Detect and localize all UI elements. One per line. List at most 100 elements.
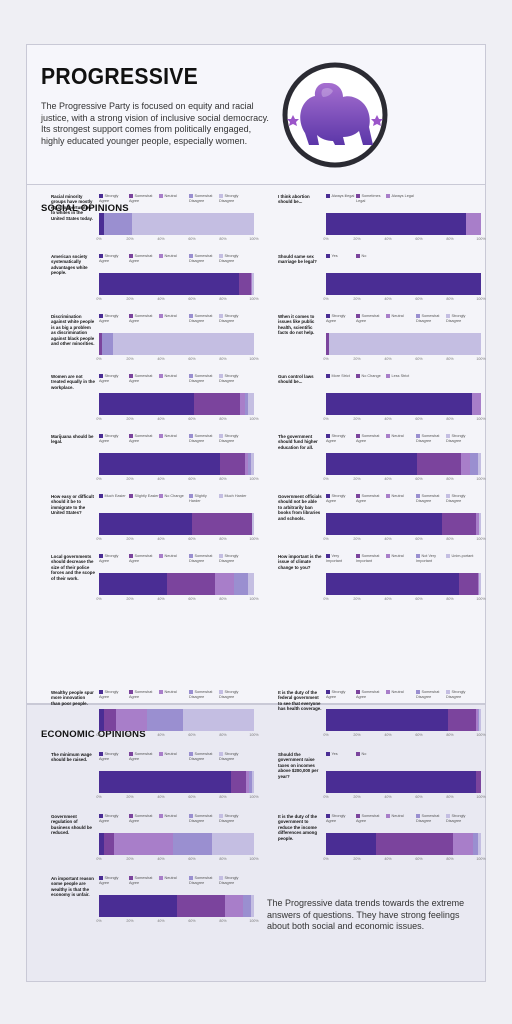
chart-block: Discrimination against white people is a… [51, 314, 259, 374]
legend-item: Neutral [386, 554, 416, 559]
legend-label: Somewhat Disagree [416, 494, 440, 503]
legend-swatch [356, 434, 360, 438]
legend-item: Somewhat Agree [129, 554, 159, 563]
legend-item: Strongly Agree [99, 876, 129, 885]
legend-item: Somewhat Agree [356, 434, 386, 443]
bar-segment [250, 273, 253, 295]
x-axis: 0% 20% 40% 60% 80% 100% [96, 733, 259, 739]
legend-label: Neutral [391, 494, 404, 498]
axis-tick-label: 80% [446, 357, 454, 361]
legend-label: Strongly Disagree [446, 434, 466, 443]
axis-tick-label: 100% [476, 477, 486, 481]
legend-label: Neutral [391, 314, 404, 318]
legend-swatch [159, 254, 163, 258]
x-axis: 0% 20% 40% 60% 80% 100% [96, 477, 259, 483]
question-label: Gun control laws should be... [278, 374, 314, 385]
axis-tick-label: 40% [157, 919, 165, 923]
legend-swatch [386, 374, 390, 378]
legend-label: Somewhat Agree [129, 752, 153, 761]
legend-swatch [129, 314, 133, 318]
bar-segment [252, 771, 254, 793]
legend-label: Neutral [164, 690, 177, 694]
axis-tick-label: 40% [157, 297, 165, 301]
bar-segment [326, 771, 477, 793]
legend-label: Unim-portant [451, 554, 474, 558]
legend-item: Somewhat Agree [129, 752, 159, 761]
question-label: Should the government raise taxes on inc… [278, 752, 319, 779]
legend-swatch [326, 434, 330, 438]
axis-tick-label: 60% [188, 417, 196, 421]
chart-block: Government regulation of business should… [51, 814, 259, 874]
legend-label: Neutral [391, 554, 404, 558]
legend-label: Somewhat Agree [356, 434, 380, 443]
legend-swatch [189, 554, 193, 558]
legend-swatch [159, 752, 163, 756]
axis-tick-label: 60% [188, 357, 196, 361]
legend-item: Yes [326, 752, 356, 757]
legend-label: Somewhat Agree [356, 690, 380, 699]
bar-segment [476, 513, 480, 535]
axis-tick-label: 80% [219, 357, 227, 361]
bar-segment [477, 833, 481, 855]
legend-swatch [189, 494, 193, 498]
legend-label: Somewhat Disagree [189, 194, 213, 203]
legend-item: No Change [356, 374, 386, 379]
axis-tick-label: 0% [323, 237, 329, 241]
legend-item: Strongly Disagree [219, 434, 249, 443]
chart-legend: Yes No [326, 254, 476, 266]
question-label: How easy or difficult should it be to im… [51, 494, 94, 516]
bar-segment [460, 453, 471, 475]
legend-label: Somewhat Agree [129, 374, 153, 383]
axis-tick-label: 20% [126, 537, 134, 541]
axis-tick-label: 100% [249, 919, 259, 923]
legend-label: Always Legal [391, 194, 414, 198]
legend-item: Somewhat Disagree [189, 374, 219, 383]
axis-tick-label: 60% [415, 237, 423, 241]
legend-label: Somewhat Agree [129, 434, 153, 443]
axis-tick-label: 60% [415, 357, 423, 361]
bar-segment [116, 709, 148, 731]
chart-legend: Strongly Agree Somewhat Agree Neutral Somew… [99, 752, 249, 764]
bar-segment [233, 573, 248, 595]
legend-swatch [326, 814, 330, 818]
legend-item: Strongly Agree [99, 194, 129, 203]
legend-item: Neutral [386, 314, 416, 319]
stacked-bar [99, 833, 254, 855]
legend-item: Somewhat Agree [129, 374, 159, 383]
legend-swatch [99, 254, 103, 258]
summary-note: The Progressive data trends towards the … [267, 898, 465, 931]
bar-segment [99, 393, 194, 415]
legend-swatch [219, 254, 223, 258]
legend-swatch [219, 690, 223, 694]
x-axis: 0% 20% 40% 60% 80% 100% [323, 477, 486, 483]
x-axis: 0% 20% 40% 60% 80% 100% [323, 857, 486, 863]
axis-tick-label: 20% [353, 357, 361, 361]
legend-label: More Strict [331, 374, 350, 378]
legend-swatch [189, 254, 193, 258]
bar-segment [215, 573, 234, 595]
bar-segment [246, 771, 250, 793]
legend-swatch [99, 314, 103, 318]
legend-swatch [99, 690, 103, 694]
stacked-bar [326, 573, 481, 595]
chart-block: An important reason some people are weal… [51, 876, 259, 936]
axis-tick-label: 100% [476, 297, 486, 301]
bar-segment [471, 393, 481, 415]
legend-item: Strongly Disagree [219, 254, 249, 263]
legend-swatch [416, 690, 420, 694]
axis-tick-label: 60% [415, 477, 423, 481]
x-axis: 0% 20% 40% 60% 80% 100% [323, 237, 486, 243]
bar-segment [476, 771, 481, 793]
bar-segment [182, 709, 254, 731]
legend-swatch [356, 254, 360, 258]
chart-block: How easy or difficult should it be to im… [51, 494, 259, 554]
bar-segment [99, 833, 104, 855]
x-axis: 0% 20% 40% 60% 80% 100% [96, 417, 259, 423]
legend-item: Strongly Agree [99, 374, 129, 383]
x-axis: 0% 20% 40% 60% 80% 100% [96, 237, 259, 243]
legend-swatch [129, 254, 133, 258]
legend-item: Strongly Disagree [219, 752, 249, 761]
question-label: Local governments should decrease the si… [51, 554, 95, 581]
axis-tick-label: 40% [384, 795, 392, 799]
legend-label: Strongly Disagree [446, 690, 466, 699]
